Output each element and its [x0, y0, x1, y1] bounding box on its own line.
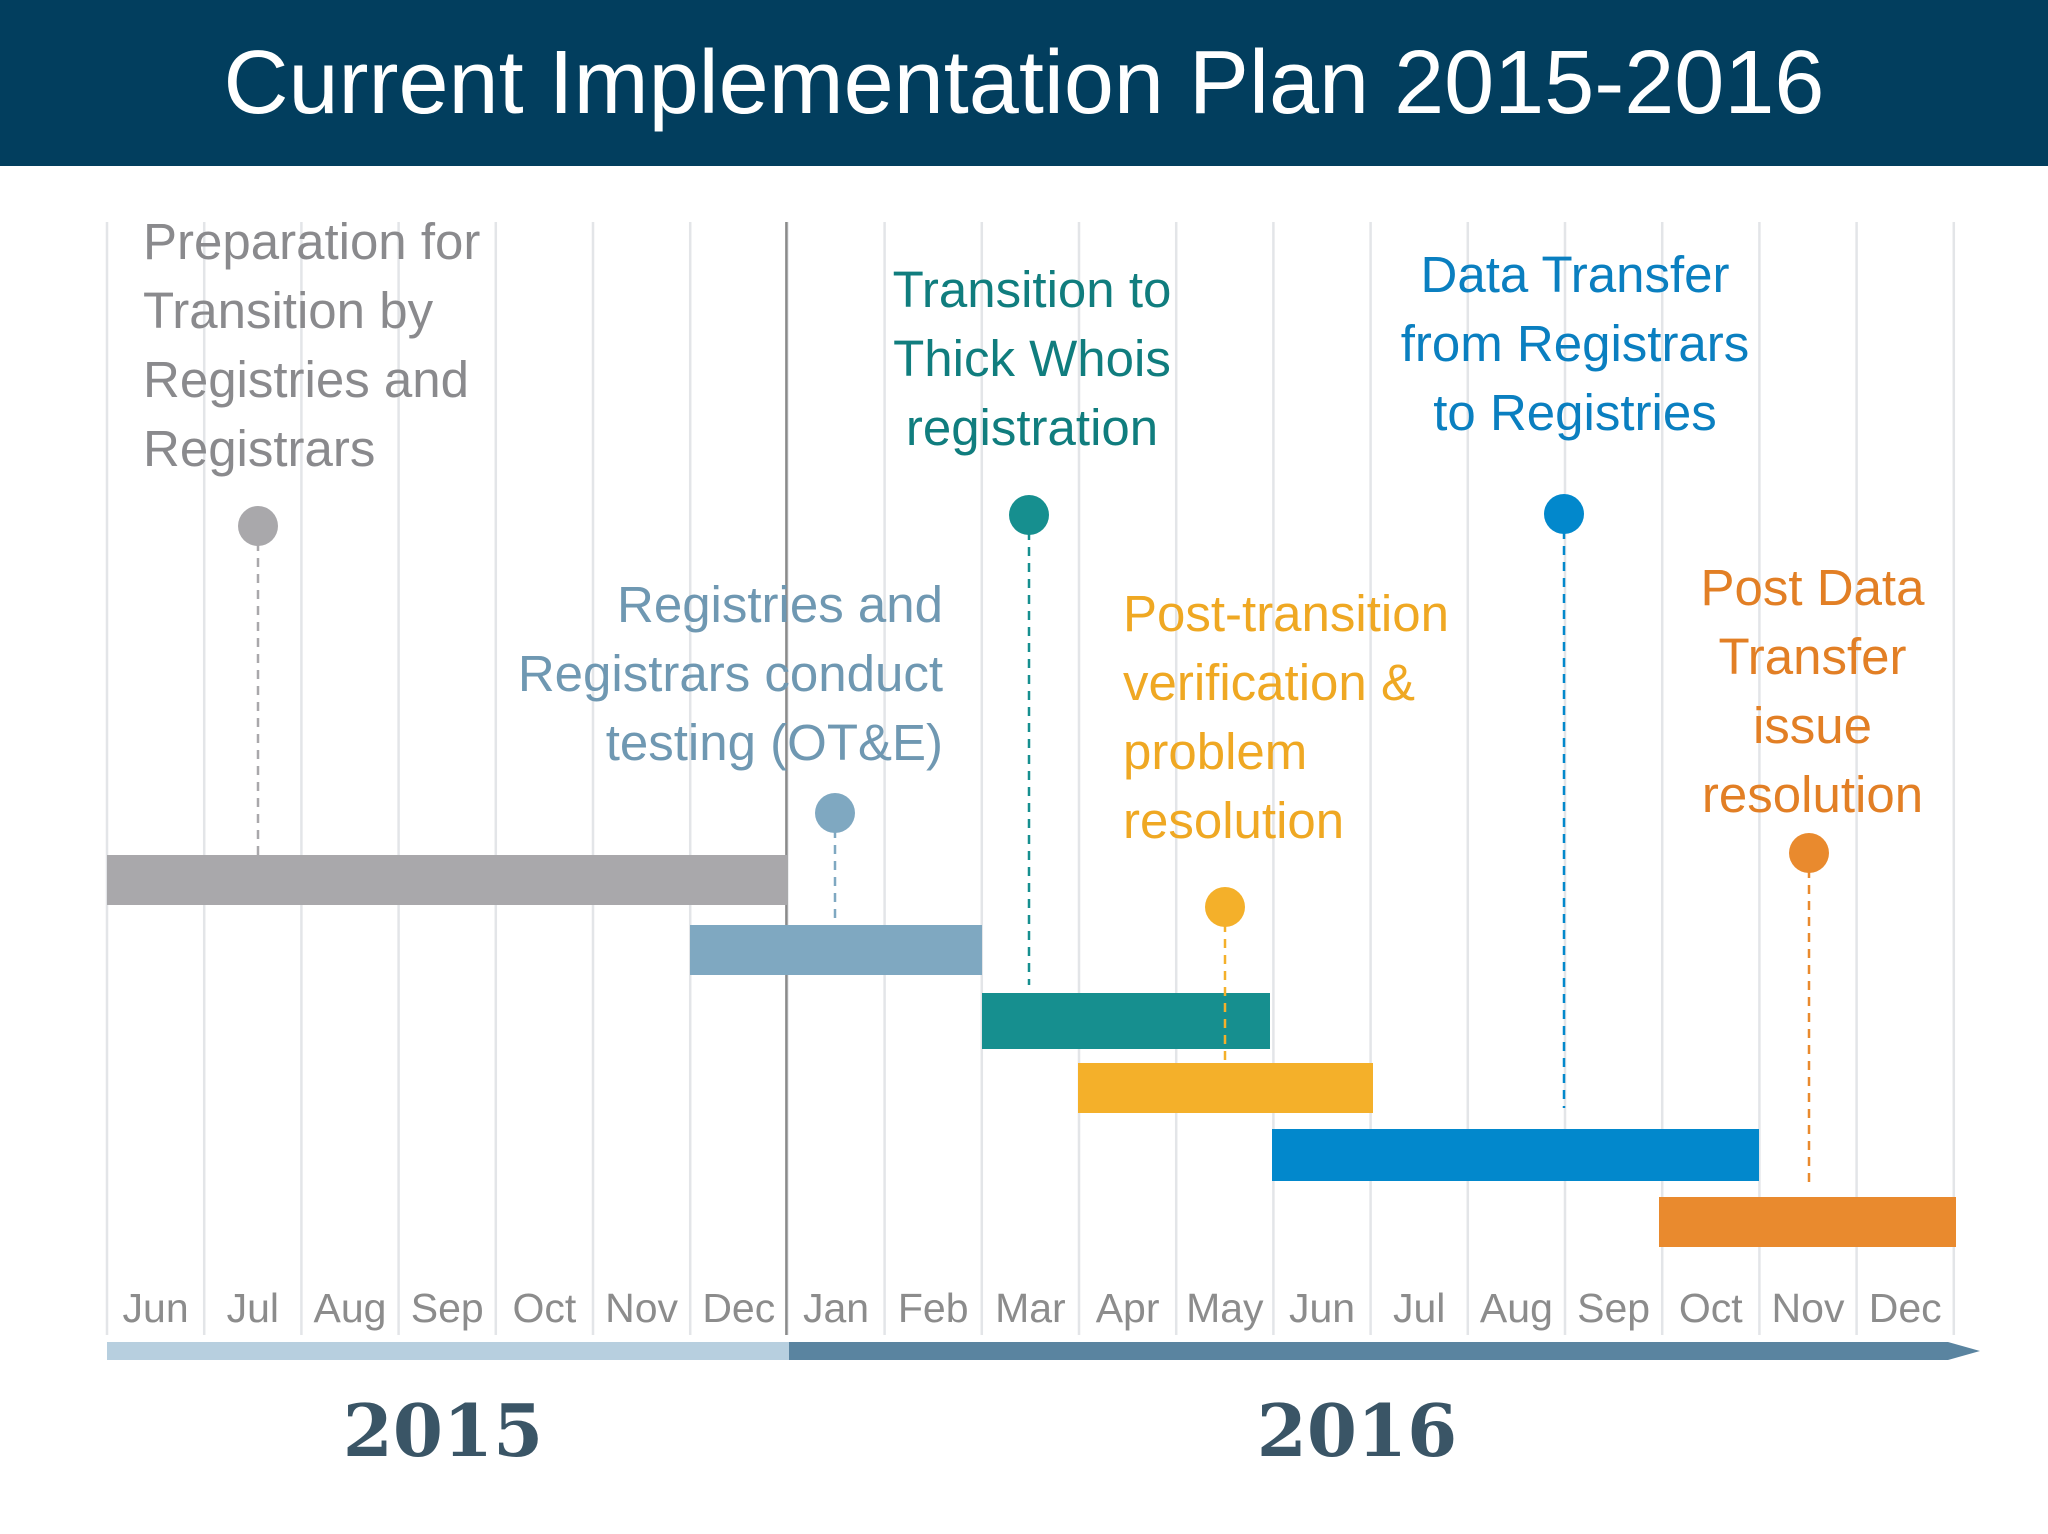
pointer-dot [1205, 887, 1245, 927]
pointer-dot [815, 793, 855, 833]
month-label: Nov [605, 1285, 678, 1331]
time-axis: Jun Jul Aug Sep Oct Nov Dec Jan Feb Mar Apr May Jun J… [107, 1285, 1980, 1473]
label-line: to Registries [1433, 384, 1717, 441]
label-line: Data Transfer [1420, 246, 1730, 303]
year-label: 2016 [1257, 1388, 1457, 1473]
label-line: Preparation for [143, 213, 481, 270]
title-banner: Current Implementation Plan 2015-2016 [0, 0, 2048, 166]
axis-2016-arrow [789, 1342, 1980, 1360]
phase-label-verification: Post-transition verification & problem r… [1123, 579, 1449, 855]
pointer-dot [1544, 494, 1584, 534]
phase-label-issue-resolution: Post Data Transfer issue resolution [1645, 553, 1980, 829]
phase-label-testing: Registries and Registrars conduct testin… [518, 570, 943, 777]
month-label: Mar [995, 1285, 1066, 1331]
label-line: Registrars [143, 420, 376, 477]
month-label: Dec [702, 1285, 775, 1331]
phase-label-transition: Transition to Thick Whois registration [842, 255, 1222, 462]
month-label: Feb [898, 1285, 969, 1331]
label-line: Registries and [617, 576, 943, 633]
label-line: Post-transition [1123, 585, 1449, 642]
phase-label-data-transfer: Data Transfer from Registrars to Registr… [1348, 240, 1802, 447]
label-line: testing (OT&E) [605, 714, 943, 771]
axis-2015-segment [107, 1342, 789, 1360]
label-line: from Registrars [1400, 315, 1750, 372]
label-line: problem [1123, 723, 1308, 780]
pointer-dot [1789, 833, 1829, 873]
phase-bar [1659, 1197, 1956, 1247]
month-label: Nov [1772, 1285, 1845, 1331]
label-line: Transition to [892, 261, 1172, 318]
month-label: Aug [314, 1285, 387, 1331]
label-line: Registrars conduct [517, 645, 943, 702]
month-label: Sep [1577, 1285, 1650, 1331]
pointer-dot [238, 506, 278, 546]
phase-bar [1272, 1129, 1759, 1181]
phase-label-preparation: Preparation for Transition by Registries… [143, 207, 480, 483]
month-label: Jun [123, 1285, 189, 1331]
label-line: Transition by [143, 282, 434, 339]
month-label: Jul [227, 1285, 279, 1331]
label-line: issue [1752, 697, 1873, 754]
month-label: May [1186, 1285, 1264, 1331]
phase-pointers [238, 494, 1829, 1185]
phase-bar [982, 993, 1270, 1049]
month-label: Aug [1480, 1285, 1553, 1331]
month-label: Dec [1869, 1285, 1942, 1331]
phase-bar [690, 925, 982, 975]
month-label: Sep [411, 1285, 484, 1331]
label-line: Post Data [1700, 559, 1925, 616]
label-line: resolution [1123, 792, 1345, 849]
pointer-dot [1009, 495, 1049, 535]
label-line: verification & [1123, 654, 1415, 711]
month-label: Jun [1289, 1285, 1355, 1331]
label-line: registration [905, 399, 1159, 456]
phase-bars [107, 855, 1956, 1247]
month-label: Apr [1096, 1285, 1160, 1331]
phase-bar [107, 855, 787, 905]
month-label: Jul [1393, 1285, 1445, 1331]
label-line: Transfer [1718, 628, 1907, 685]
label-line: resolution [1701, 766, 1924, 823]
year-label: 2015 [343, 1388, 543, 1473]
label-line: Thick Whois [893, 330, 1171, 387]
month-label: Oct [513, 1285, 577, 1331]
page-title: Current Implementation Plan 2015-2016 [223, 33, 1825, 133]
label-line: Registries and [143, 351, 469, 408]
month-label: Jan [803, 1285, 869, 1331]
month-label: Oct [1679, 1285, 1743, 1331]
